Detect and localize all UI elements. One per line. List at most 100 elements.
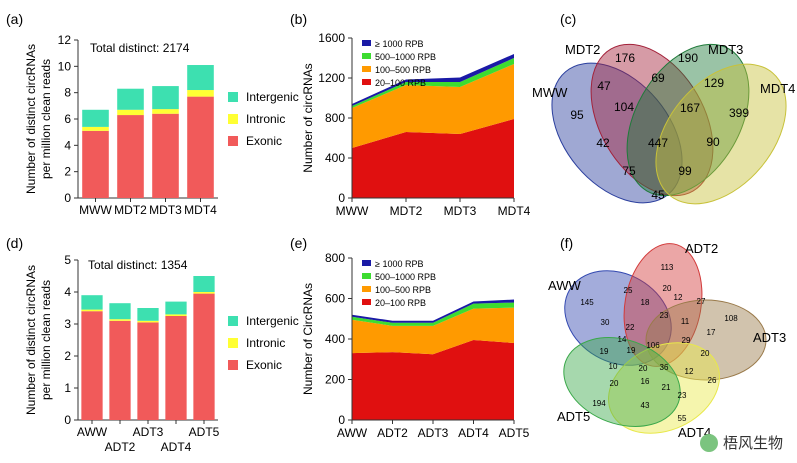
bar-segment-intergenic — [109, 303, 131, 320]
total-distinct-annotation: Total distinct: 2174 — [90, 41, 190, 55]
venn-region-count: 23 — [660, 311, 669, 320]
venn-region-count: 55 — [678, 414, 687, 423]
y-tick-label: 1600 — [318, 31, 345, 45]
legend-label-exonic: Exonic — [246, 134, 282, 148]
legend-label: 100–500 RPB — [375, 285, 431, 295]
panel-label-f: (f) — [560, 235, 573, 251]
venn-set-adt3 — [645, 299, 767, 381]
bar-segment-intergenic — [137, 308, 159, 321]
panel-d-stacked-bar-chart: 0 1 2 3 4 5 Number of distinct circRNAs per mil… — [24, 253, 299, 454]
bar-segment-intergenic — [193, 276, 215, 292]
legend-swatch-intergenic — [228, 92, 238, 102]
bar-segment-intergenic — [117, 88, 144, 110]
venn-region-count: 95 — [570, 108, 584, 122]
venn-region-count: 29 — [682, 336, 691, 345]
legend-swatch-intronic — [228, 338, 238, 348]
area-series-100-500-rpb — [352, 64, 514, 148]
venn-region-count: 399 — [729, 106, 749, 120]
y-tick-label: 600 — [325, 292, 345, 306]
venn-set-label-aww: AWW — [548, 278, 581, 293]
x-tick-label: MDT3 — [444, 204, 477, 218]
venn-set-aww — [564, 270, 672, 366]
venn-region-count: 11 — [681, 317, 690, 326]
y-tick-label: 800 — [325, 111, 345, 125]
x-tick-label: MWW — [336, 204, 369, 218]
venn-region-count: 17 — [707, 328, 716, 337]
panel-label-d: (d) — [6, 235, 23, 251]
venn-region-count: 447 — [648, 136, 668, 150]
venn-region-count: 45 — [651, 188, 665, 202]
venn-region-count: 176 — [615, 51, 635, 65]
legend-label: 20–100 RPB — [375, 78, 426, 88]
bar-segment-intronic — [193, 292, 215, 294]
y-tick-label: 200 — [325, 373, 345, 387]
x-tick-label: AWW — [337, 426, 368, 440]
bar-segment-intergenic — [82, 109, 109, 127]
y-axis-title: Number of circRNAs — [301, 63, 315, 172]
legend-label-exonic: Exonic — [246, 358, 282, 372]
y-tick-label: 2 — [64, 349, 71, 363]
y-tick-label: 400 — [325, 332, 345, 346]
legend-swatch — [362, 260, 371, 266]
venn-region-count: 23 — [678, 391, 687, 400]
legend-label: 500–1000 RPB — [375, 272, 436, 282]
venn-set-adt5 — [563, 337, 681, 427]
panel-label-b: (b) — [290, 11, 307, 27]
y-axis-title-line1: Number of distinct circRNAs — [24, 265, 38, 415]
bar-segment-exonic — [117, 115, 144, 198]
legend-swatch-exonic — [228, 360, 238, 370]
y-axis-title-line2: per million clean reads — [39, 59, 53, 179]
venn-region-count: 18 — [641, 298, 650, 307]
y-tick-label: 2 — [64, 165, 71, 179]
venn-set-label-adt5: ADT5 — [557, 409, 590, 424]
venn-set-label-mww: MWW — [532, 85, 568, 100]
bar-segment-exonic — [82, 130, 109, 198]
x-tick-label: MDT3 — [149, 203, 182, 217]
y-tick-label: 0 — [338, 191, 345, 205]
legend-swatch-exonic — [228, 136, 238, 146]
venn-region-count: 42 — [596, 136, 610, 150]
area-series-20-100-rpb — [352, 119, 514, 198]
venn-region-count: 90 — [706, 135, 720, 149]
venn-region-count: 75 — [622, 164, 636, 178]
venn-region-count: 20 — [610, 379, 619, 388]
bar-segment-intergenic — [81, 295, 103, 310]
bar-segment-exonic — [109, 320, 131, 420]
bar-segment-exonic — [165, 316, 187, 420]
venn-region-count: 36 — [660, 363, 669, 372]
x-tick-label: ADT2 — [377, 426, 408, 440]
venn-region-count: 113 — [661, 263, 674, 272]
legend-swatch-intergenic — [228, 316, 238, 326]
venn-region-count: 19 — [600, 347, 609, 356]
watermark: 梧风生物 — [699, 432, 783, 453]
venn-region-count: 190 — [678, 51, 698, 65]
area-series-20-100-rpb — [352, 340, 514, 420]
bar-segment-intronic — [152, 109, 179, 114]
y-tick-label: 0 — [338, 413, 345, 427]
legend-swatch — [362, 299, 371, 305]
bar-segment-intronic — [187, 90, 214, 97]
y-tick-label: 0 — [64, 413, 71, 427]
legend-swatch-intronic — [228, 114, 238, 124]
venn-region-count: 108 — [724, 314, 738, 323]
venn-region-count: 145 — [580, 298, 594, 307]
x-tick-label: MWW — [79, 203, 112, 217]
venn-region-count: 129 — [704, 76, 724, 90]
panel-a-stacked-bar-chart: 0 2 4 6 8 10 12 Number of distinct circRNAs per … — [24, 33, 299, 217]
legend-label-intronic: Intronic — [246, 112, 285, 126]
y-axis-title-line1: Number of distinct circRNAs — [24, 44, 38, 194]
venn-set-label-mdt2: MDT2 — [565, 42, 600, 57]
venn-region-count: 167 — [680, 101, 700, 115]
venn-region-count: 14 — [618, 335, 627, 344]
x-tick-label: ADT5 — [499, 426, 530, 440]
x-tick-label: ADT4 — [161, 440, 192, 454]
y-axis-title: Number of CircRNAs — [301, 283, 315, 395]
venn-region-count: 20 — [701, 349, 710, 358]
venn-region-count: 20 — [663, 284, 672, 293]
venn-set-label-mdt4: MDT4 — [760, 81, 795, 96]
y-tick-label: 5 — [64, 253, 71, 267]
legend-label: ≥ 1000 RPB — [375, 39, 423, 49]
area-series--1000-rpb — [352, 299, 514, 323]
